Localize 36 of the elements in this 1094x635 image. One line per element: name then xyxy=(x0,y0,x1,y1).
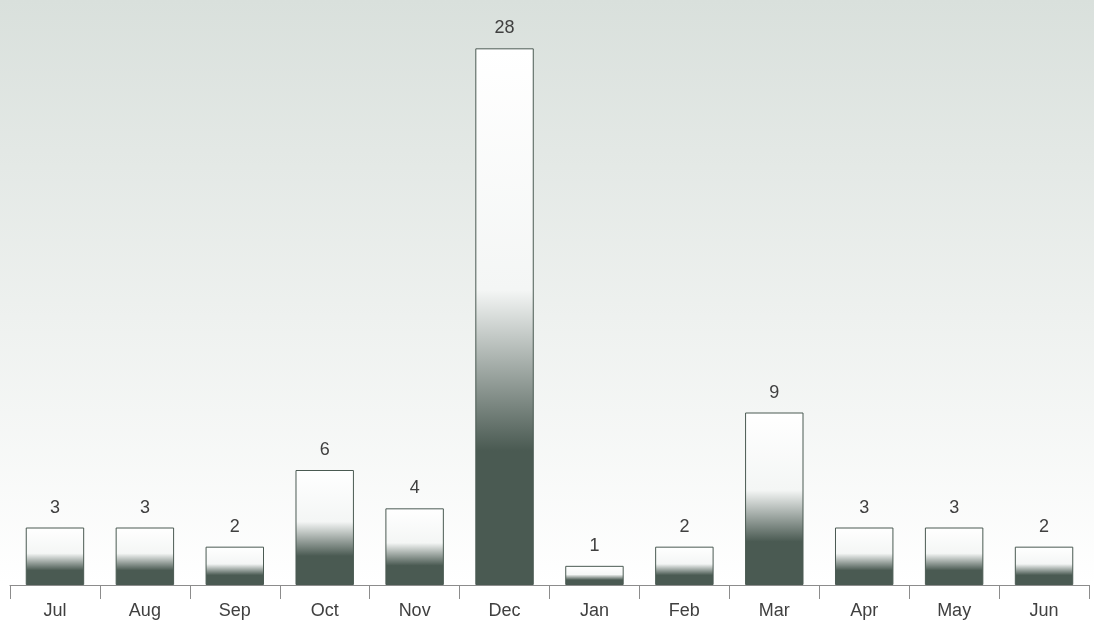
bar xyxy=(25,527,85,585)
data-label: 2 xyxy=(229,515,240,536)
bar xyxy=(924,527,984,585)
bar xyxy=(475,48,534,585)
data-label: 1 xyxy=(589,534,600,555)
data-label: 2 xyxy=(679,515,690,536)
x-tick-label: Oct xyxy=(310,600,339,620)
bar xyxy=(115,527,175,585)
bar xyxy=(745,412,804,585)
data-label: 3 xyxy=(139,496,150,517)
bar xyxy=(1014,546,1074,585)
x-tick-label: Jul xyxy=(43,600,67,620)
data-label: 9 xyxy=(769,381,780,402)
data-label: 4 xyxy=(409,477,420,498)
bar xyxy=(655,546,714,585)
bar xyxy=(205,546,265,585)
x-tick-label: Nov xyxy=(398,600,431,620)
data-label: 3 xyxy=(49,496,60,517)
data-label: 3 xyxy=(859,496,870,517)
x-tick-label: Sep xyxy=(218,600,251,620)
bar xyxy=(295,470,354,585)
data-label: 2 xyxy=(1039,515,1050,536)
x-tick-label: Jan xyxy=(579,600,609,620)
data-label: 28 xyxy=(494,17,515,38)
x-tick-label: Apr xyxy=(850,600,879,620)
data-label: 3 xyxy=(949,496,960,517)
bar xyxy=(834,527,894,585)
data-label: 6 xyxy=(319,439,330,459)
x-tick-label: Aug xyxy=(128,600,161,620)
x-tick-label: Dec xyxy=(488,600,521,620)
bar xyxy=(565,565,624,585)
x-tick-label: Mar xyxy=(758,600,790,620)
x-tick-label: Feb xyxy=(668,600,700,620)
x-tick-label: Jun xyxy=(1029,600,1059,620)
x-tick-label: May xyxy=(937,600,972,620)
bar xyxy=(385,508,444,585)
